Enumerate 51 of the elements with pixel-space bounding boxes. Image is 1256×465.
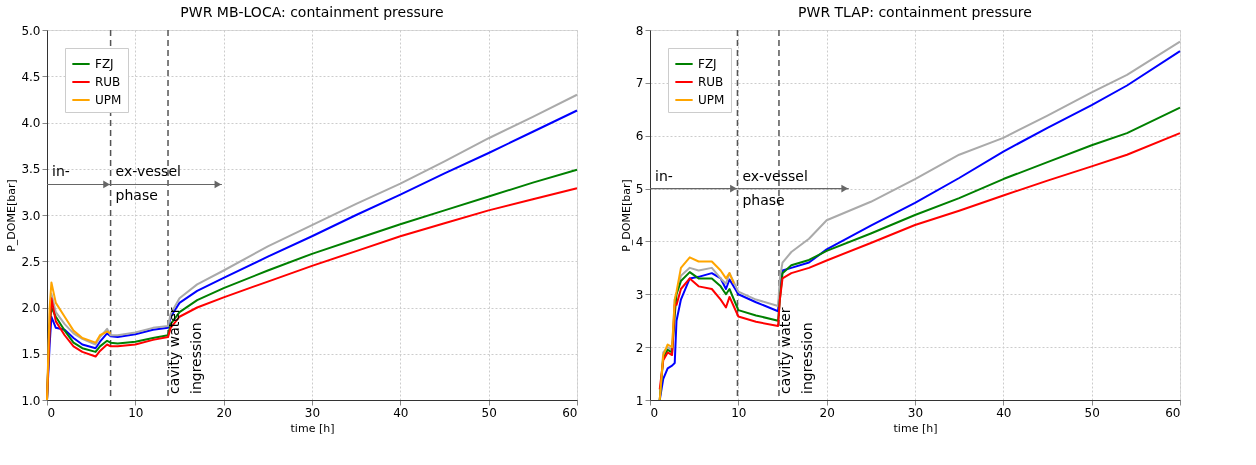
x-tick-label: 50 (481, 405, 497, 420)
y-tick-label: 1.0 (21, 393, 41, 408)
y-tick-label: 3.0 (21, 208, 41, 223)
x-tick-label: 30 (304, 405, 321, 420)
y-tick-label: 8 (635, 23, 644, 38)
x-tick-label: 40 (393, 405, 409, 420)
y-tick-label: 3.5 (21, 162, 41, 177)
annotation: ex-vessel phase (115, 163, 181, 204)
x-tick-label: 10 (128, 405, 144, 420)
x-tick-label: 60 (1165, 405, 1181, 420)
legend-label: FZJ (698, 57, 717, 71)
legend-label: UPM (698, 93, 725, 107)
annotation: ex-vessel phase (742, 167, 808, 208)
y-tick-label: 5 (635, 182, 644, 197)
y-tick-label: 1.5 (21, 347, 41, 362)
legend-label: UPM (95, 93, 122, 107)
x-axis-title: time [h] (290, 421, 335, 435)
annotation: cavity water ingression (776, 307, 815, 394)
x-tick-label: 20 (819, 405, 835, 420)
line-series (658, 256, 735, 401)
x-tick-label: 60 (562, 405, 578, 420)
x-axis-title: time [h] (893, 421, 938, 435)
y-tick-label: 7 (635, 76, 644, 91)
x-tick-label: 10 (731, 405, 747, 420)
x-tick-label: 30 (907, 405, 924, 420)
y-tick-label: 4.0 (21, 116, 41, 130)
chart-title: PWR MB-LOCA: containment pressure (180, 4, 444, 20)
y-tick-label: 2 (635, 340, 644, 355)
y-tick-label: 2.5 (21, 254, 41, 269)
y-axis-title: P_DOME[bar] (619, 179, 633, 252)
y-tick-label: 4.5 (21, 69, 41, 84)
legend-label: RUB (698, 75, 724, 89)
x-tick-label: 40 (996, 405, 1012, 420)
annotation: in- (52, 163, 70, 180)
y-tick-label: 5.0 (21, 23, 41, 38)
annotation: cavity water ingression (166, 307, 205, 394)
legend-label: FZJ (95, 57, 114, 71)
y-axis-title: P_DOME[bar] (5, 179, 19, 252)
y-tick-label: 2.0 (21, 301, 41, 315)
y-tick-label: 3 (635, 287, 644, 302)
legend-label: RUB (95, 75, 121, 89)
chart-title: PWR TLAP: containment pressure (798, 4, 1032, 20)
x-tick-label: 20 (216, 405, 232, 420)
y-tick-label: 6 (635, 129, 644, 144)
y-tick-label: 1 (635, 393, 644, 408)
annotation: in- (655, 167, 673, 184)
x-tick-label: 0 (650, 405, 659, 420)
x-tick-label: 50 (1084, 405, 1100, 420)
x-tick-label: 0 (47, 405, 56, 420)
y-tick-label: 4 (635, 234, 644, 249)
line-series (46, 281, 112, 401)
